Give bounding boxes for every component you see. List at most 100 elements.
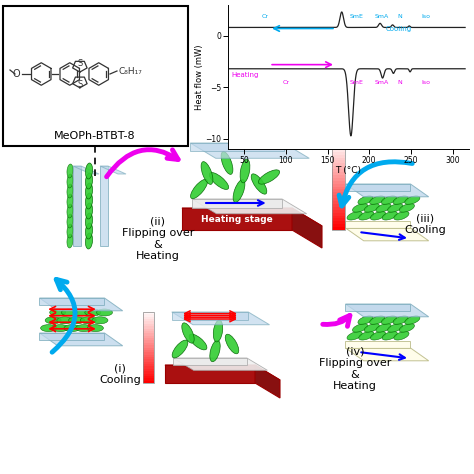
Bar — [332, 146, 345, 149]
Ellipse shape — [233, 180, 245, 202]
Ellipse shape — [210, 340, 220, 362]
Bar — [332, 166, 345, 169]
Bar — [143, 362, 154, 364]
Ellipse shape — [258, 170, 280, 184]
Ellipse shape — [41, 325, 56, 332]
Polygon shape — [192, 199, 307, 214]
Polygon shape — [182, 208, 292, 230]
Text: (ii)
Flipping over
&
Heating: (ii) Flipping over & Heating — [122, 217, 194, 261]
Polygon shape — [292, 208, 322, 248]
Ellipse shape — [85, 223, 92, 239]
Bar — [143, 336, 154, 338]
Text: Heating stage: Heating stage — [201, 215, 273, 224]
Bar — [143, 343, 154, 345]
Text: Cr: Cr — [283, 80, 289, 85]
Ellipse shape — [358, 316, 373, 324]
Ellipse shape — [85, 309, 101, 316]
Ellipse shape — [399, 324, 414, 332]
Bar — [143, 314, 154, 317]
Text: Cooling: Cooling — [386, 26, 412, 32]
Bar — [332, 201, 345, 204]
Ellipse shape — [85, 163, 92, 179]
Polygon shape — [182, 208, 322, 226]
Polygon shape — [346, 348, 428, 361]
Bar — [143, 352, 154, 355]
Bar — [143, 312, 154, 314]
Ellipse shape — [213, 320, 223, 342]
Polygon shape — [165, 365, 280, 380]
Text: Iso: Iso — [421, 14, 430, 19]
Ellipse shape — [67, 174, 73, 188]
Ellipse shape — [251, 174, 267, 194]
Ellipse shape — [382, 211, 397, 220]
Ellipse shape — [73, 309, 89, 316]
Text: (iv)
Flipping over
&
Heating: (iv) Flipping over & Heating — [319, 346, 391, 392]
Text: SmA: SmA — [374, 14, 389, 19]
Polygon shape — [346, 304, 428, 317]
Text: N: N — [398, 14, 402, 19]
Bar — [143, 333, 154, 336]
Ellipse shape — [221, 152, 233, 174]
Text: SmE: SmE — [350, 14, 364, 19]
Bar — [332, 175, 345, 178]
Polygon shape — [346, 184, 410, 191]
Ellipse shape — [67, 184, 73, 198]
Ellipse shape — [388, 324, 403, 332]
Bar — [143, 338, 154, 340]
Bar — [143, 355, 154, 357]
Ellipse shape — [399, 204, 414, 212]
Polygon shape — [255, 365, 280, 398]
Ellipse shape — [64, 325, 80, 332]
Ellipse shape — [370, 316, 385, 324]
Polygon shape — [173, 358, 247, 365]
Polygon shape — [346, 304, 410, 311]
Ellipse shape — [172, 340, 188, 358]
Ellipse shape — [69, 317, 84, 324]
X-axis label: T (°C): T (°C) — [336, 166, 361, 175]
Ellipse shape — [85, 173, 92, 189]
Bar — [332, 227, 345, 230]
Bar — [332, 181, 345, 183]
Ellipse shape — [394, 331, 409, 340]
Ellipse shape — [370, 211, 386, 220]
Bar — [332, 195, 345, 198]
Ellipse shape — [347, 331, 362, 340]
Polygon shape — [173, 358, 267, 370]
Bar — [143, 340, 154, 343]
Text: S: S — [78, 59, 83, 68]
Ellipse shape — [80, 317, 96, 324]
Bar — [143, 326, 154, 328]
Ellipse shape — [67, 214, 73, 228]
Bar — [332, 213, 345, 216]
Text: MeOPh-BTBT-8: MeOPh-BTBT-8 — [54, 131, 136, 141]
Text: SmA: SmA — [374, 80, 389, 85]
Polygon shape — [100, 166, 126, 174]
Polygon shape — [39, 298, 104, 305]
Bar — [332, 152, 345, 155]
Ellipse shape — [353, 324, 368, 332]
Bar — [143, 371, 154, 374]
Bar — [143, 381, 154, 383]
Polygon shape — [165, 365, 255, 383]
Ellipse shape — [62, 309, 77, 316]
Ellipse shape — [52, 325, 68, 332]
Text: Cr: Cr — [262, 14, 269, 19]
Bar — [143, 324, 154, 326]
Polygon shape — [172, 312, 270, 325]
Bar — [332, 207, 345, 210]
Polygon shape — [172, 312, 248, 320]
Ellipse shape — [92, 317, 108, 324]
Ellipse shape — [85, 183, 92, 199]
Polygon shape — [39, 333, 123, 346]
Ellipse shape — [67, 234, 73, 248]
Ellipse shape — [76, 325, 91, 332]
Polygon shape — [73, 166, 99, 174]
Polygon shape — [346, 221, 410, 228]
Bar — [143, 357, 154, 359]
Bar — [332, 186, 345, 190]
Bar — [332, 155, 345, 157]
Text: O: O — [12, 69, 20, 79]
Ellipse shape — [67, 164, 73, 178]
Ellipse shape — [50, 309, 66, 316]
Bar — [332, 157, 345, 160]
